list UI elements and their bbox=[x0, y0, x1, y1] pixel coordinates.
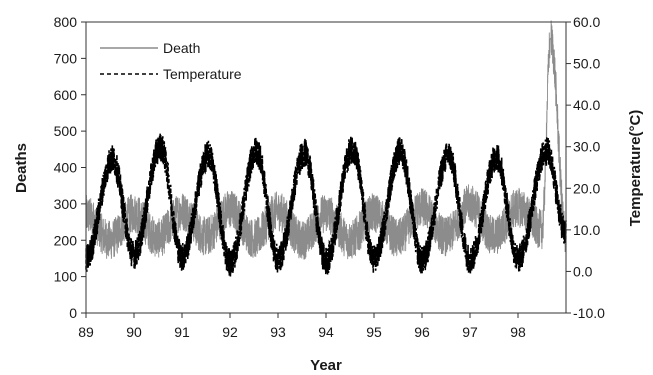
x-tick-label: 95 bbox=[366, 324, 382, 340]
right-tick-label: 40.0 bbox=[573, 97, 600, 113]
series-layer bbox=[85, 20, 567, 278]
x-tick-label: 97 bbox=[462, 324, 478, 340]
right-tick-label: 10.0 bbox=[573, 222, 600, 238]
x-axis-ticks: 89 90 91 92 93 94 95 96 97 98 bbox=[78, 313, 526, 340]
right-tick-label: 60.0 bbox=[573, 14, 600, 30]
left-axis-ticks: 0 100 200 300 400 500 600 700 800 bbox=[54, 14, 86, 321]
left-tick-label: 0 bbox=[69, 305, 77, 321]
right-axis-title: Temperature(°C) bbox=[627, 110, 644, 227]
left-tick-label: 700 bbox=[54, 50, 78, 66]
right-tick-label: 0.0 bbox=[573, 263, 593, 279]
right-tick-label: -10.0 bbox=[573, 305, 605, 321]
plot-area-frame bbox=[85, 21, 567, 314]
left-tick-label: 200 bbox=[54, 232, 78, 248]
x-tick-label: 92 bbox=[222, 324, 238, 340]
series-line-temperature bbox=[85, 133, 567, 278]
x-tick-label: 89 bbox=[78, 324, 94, 340]
x-tick-label: 90 bbox=[126, 324, 142, 340]
x-axis-title: Year bbox=[310, 357, 342, 374]
left-tick-label: 800 bbox=[54, 14, 78, 30]
right-axis-ticks: -10.0 0.0 10.0 20.0 30.0 40.0 50.0 60.0 bbox=[566, 14, 605, 321]
right-tick-label: 20.0 bbox=[573, 180, 600, 196]
left-tick-label: 400 bbox=[54, 160, 78, 176]
left-axis-title: Deaths bbox=[13, 143, 30, 193]
legend-label-temperature: Temperature bbox=[163, 66, 242, 82]
series-line-death bbox=[85, 20, 567, 260]
legend-label-death: Death bbox=[163, 40, 200, 56]
left-tick-label: 500 bbox=[54, 123, 78, 139]
left-tick-label: 300 bbox=[54, 196, 78, 212]
right-tick-label: 30.0 bbox=[573, 139, 600, 155]
left-tick-label: 600 bbox=[54, 87, 78, 103]
right-tick-label: 50.0 bbox=[573, 56, 600, 72]
left-tick-label: 100 bbox=[54, 269, 78, 285]
x-tick-label: 94 bbox=[318, 324, 334, 340]
x-tick-label: 98 bbox=[510, 324, 526, 340]
x-tick-label: 91 bbox=[174, 324, 190, 340]
legend: Death Temperature bbox=[100, 40, 242, 82]
x-tick-label: 93 bbox=[270, 324, 286, 340]
x-tick-label: 96 bbox=[414, 324, 430, 340]
